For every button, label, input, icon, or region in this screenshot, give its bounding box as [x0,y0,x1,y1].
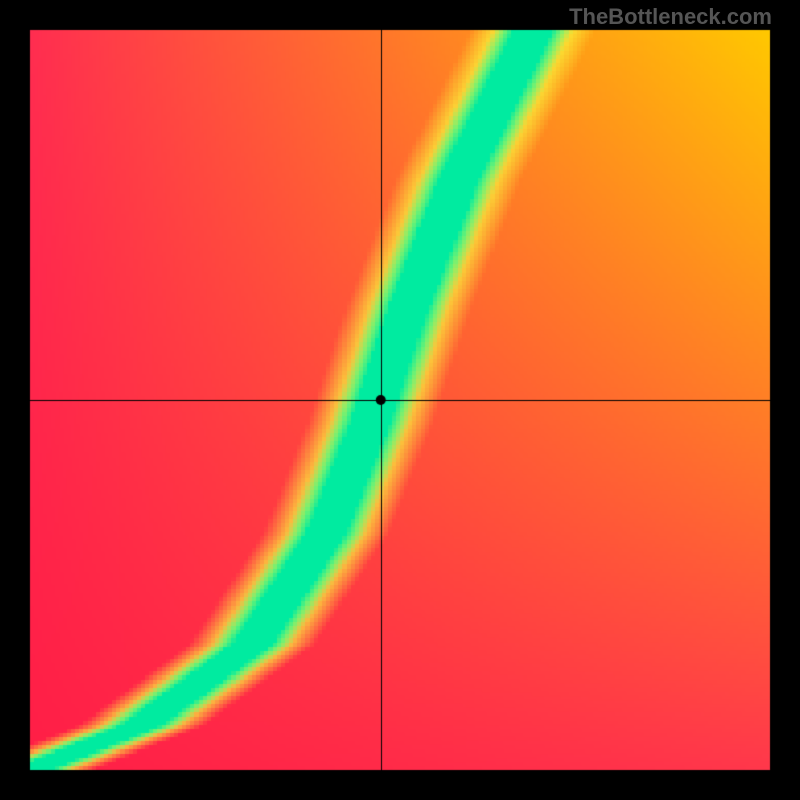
watermark-text: TheBottleneck.com [569,4,772,30]
chart-container: TheBottleneck.com [0,0,800,800]
heatmap-canvas [0,0,800,800]
